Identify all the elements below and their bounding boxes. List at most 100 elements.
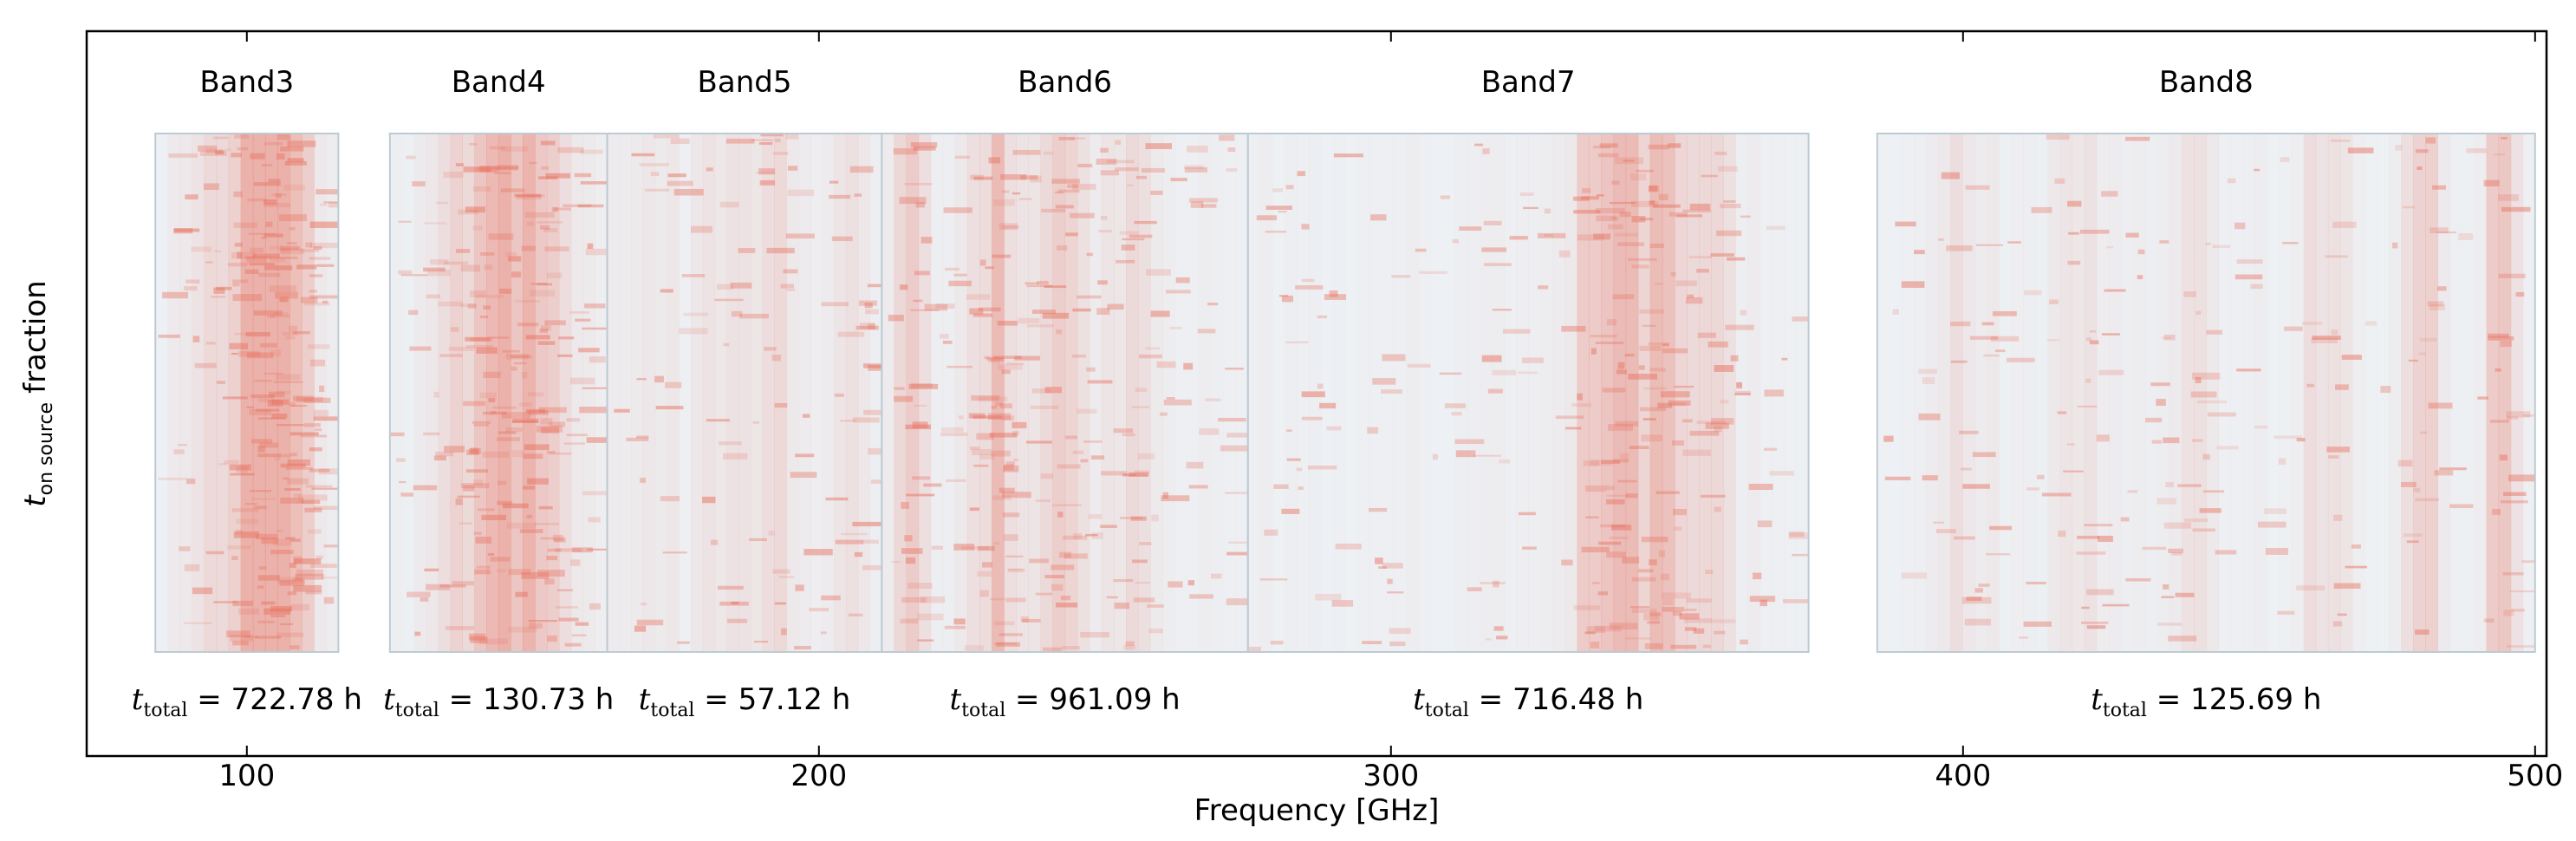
heat-dash: [997, 320, 1018, 326]
heat-dash: [551, 206, 558, 212]
heat-dash: [2125, 578, 2151, 582]
heat-dash: [1608, 224, 1623, 230]
heat-dash: [1018, 317, 1040, 324]
heat-dash: [2156, 399, 2166, 407]
heat-dash: [1705, 569, 1714, 574]
heat-dash: [1301, 416, 1323, 420]
heat-dash: [540, 537, 566, 540]
heat-dash: [894, 387, 905, 390]
heat-stripe: [1101, 134, 1115, 652]
heat-dash: [1014, 355, 1041, 361]
heat-dash: [323, 201, 339, 204]
heat-stripe: [1504, 134, 1517, 652]
heat-dash: [1148, 629, 1163, 634]
heat-dash: [185, 194, 198, 200]
heat-dash: [1577, 393, 1583, 401]
heat-dash: [305, 485, 333, 488]
heat-dash: [1983, 354, 2000, 357]
heat-dash: [289, 401, 296, 407]
heat-dash: [1647, 342, 1670, 346]
heat-dash: [538, 407, 567, 414]
heat-stripe: [2047, 134, 2061, 652]
heat-stripe: [2327, 134, 2341, 652]
heat-dash: [2333, 514, 2343, 521]
heat-stripe: [570, 134, 584, 652]
heat-dash: [1440, 195, 1450, 199]
heat-dash: [1766, 225, 1786, 231]
heat-dash: [287, 158, 304, 162]
heat-dash: [271, 413, 288, 419]
heat-dash: [942, 340, 953, 344]
heat-stripe: [535, 134, 548, 652]
heat-dash: [1005, 362, 1025, 366]
heat-dash: [723, 342, 730, 347]
heat-dash: [1672, 610, 1682, 616]
heat-dash: [2499, 454, 2508, 461]
heat-dash: [236, 518, 258, 525]
heat-dash: [227, 263, 248, 267]
heat-stripe: [954, 134, 968, 652]
heat-dash: [1585, 516, 1599, 518]
heat-dash: [760, 134, 784, 137]
heat-dash: [554, 538, 566, 543]
heat-dash: [1682, 449, 1712, 456]
heat-dash: [1643, 418, 1656, 420]
heat-dash: [1749, 596, 1776, 603]
heat-dash: [1637, 569, 1654, 573]
heat-dash: [1098, 229, 1112, 233]
heat-dash: [1077, 163, 1093, 168]
heat-dash: [1496, 636, 1508, 640]
heat-dash: [1711, 619, 1736, 623]
heat-dash: [473, 479, 484, 486]
heat-dash: [540, 140, 556, 146]
heat-dash: [2302, 321, 2322, 326]
heat-dash: [2098, 369, 2124, 375]
heat-dash: [1122, 238, 1145, 241]
heat-dash: [226, 630, 250, 638]
heat-dash: [199, 151, 227, 156]
heat-dash: [837, 331, 865, 337]
heat-dash: [1134, 220, 1157, 225]
heat-dash: [279, 248, 290, 253]
heat-dash: [2212, 244, 2231, 249]
heat-dash: [463, 485, 475, 492]
heat-dash: [400, 492, 414, 497]
heat-dash: [1219, 134, 1235, 141]
heat-dash: [662, 551, 687, 554]
heat-dash: [994, 621, 1015, 626]
heat-dash: [473, 531, 482, 535]
heat-dash: [774, 602, 786, 605]
heat-dash: [2489, 420, 2509, 423]
heat-dash: [754, 641, 768, 643]
heat-dash: [539, 328, 548, 333]
heat-stripe: [314, 134, 327, 652]
heat-stripe: [1138, 134, 1151, 652]
heat-dash: [1682, 209, 1712, 213]
heat-dash: [1106, 596, 1118, 599]
heat-dash: [273, 381, 303, 383]
heat-dash: [1696, 269, 1709, 273]
heat-dash: [2019, 636, 2029, 639]
heat-dash: [315, 555, 323, 560]
heat-dash: [407, 591, 431, 597]
heat-dash: [501, 412, 530, 419]
heat-dash: [1619, 212, 1631, 218]
heat-dash: [1026, 324, 1054, 328]
heat-dash: [2086, 589, 2114, 596]
heat-dash: [825, 497, 849, 501]
heat-dash: [435, 201, 449, 205]
heat-stripe: [2242, 134, 2256, 652]
heat-dash: [482, 451, 510, 458]
heat-dash: [1025, 282, 1039, 285]
heat-dash: [1892, 309, 1900, 315]
heat-dash: [940, 433, 968, 437]
heat-dash: [1335, 544, 1362, 550]
heat-dash: [862, 564, 882, 570]
heat-dash: [1451, 411, 1462, 416]
heat-dash: [758, 168, 776, 175]
heat-stripe: [1223, 134, 1237, 652]
heat-dash: [1020, 616, 1029, 623]
heat-dash: [537, 221, 563, 224]
heat-dash: [293, 584, 322, 592]
heat-stripe: [1199, 134, 1213, 652]
